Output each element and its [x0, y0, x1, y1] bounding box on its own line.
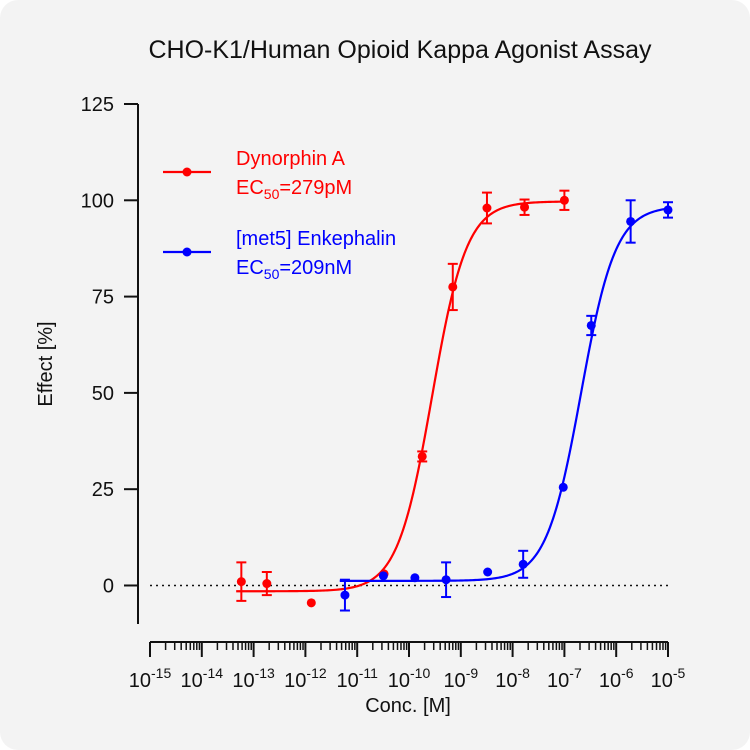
legend-marker — [182, 167, 192, 177]
data-point — [626, 216, 636, 226]
legend: Dynorphin A EC50=279pM [met5] Enkephalin EC… — [163, 148, 396, 282]
legend-marker — [182, 247, 192, 257]
x-tick-label: 10-10 — [388, 665, 431, 692]
x-tick-label: 10-12 — [284, 665, 327, 692]
data-point — [441, 575, 451, 585]
fit-curve — [339, 207, 671, 582]
y-tick-label: 50 — [92, 383, 114, 405]
y-tick-label: 25 — [92, 479, 114, 501]
x-tick-label: 10-7 — [547, 665, 582, 692]
x-tick-label: 10-14 — [181, 665, 224, 692]
plot-area — [150, 189, 673, 612]
data-point — [482, 203, 492, 213]
x-tick-label: 10-8 — [495, 665, 530, 692]
data-point — [558, 482, 568, 492]
data-point — [520, 202, 530, 212]
data-point — [340, 590, 350, 600]
legend-series-name: [met5] Enkephalin — [236, 228, 396, 250]
y-tick-label: 100 — [81, 190, 114, 212]
data-point — [378, 571, 388, 581]
data-point — [586, 320, 596, 330]
x-tick-label: 10-6 — [599, 665, 634, 692]
x-tick-label: 10-13 — [232, 665, 275, 692]
x-axis-label: Conc. [M] — [365, 695, 451, 717]
x-tick-label: 10-15 — [129, 665, 172, 692]
data-point — [518, 559, 528, 569]
fit-curve — [236, 200, 568, 593]
legend-series-name: Dynorphin A — [236, 148, 346, 170]
data-point — [448, 282, 458, 292]
x-tick-label: 10-5 — [651, 665, 686, 692]
x-tick-label: 10-11 — [336, 665, 378, 692]
x-tick-label: 10-9 — [443, 665, 478, 692]
data-point — [236, 577, 246, 587]
series-met5-enkephalin — [339, 199, 673, 612]
y-tick-label: 125 — [81, 94, 114, 116]
y-tick-label: 0 — [103, 575, 114, 597]
data-point — [417, 451, 427, 461]
data-point — [663, 205, 673, 215]
legend-ec50: EC50=279pM — [236, 177, 352, 202]
y-tick-label: 75 — [92, 287, 114, 309]
data-point — [483, 567, 493, 577]
series-dynorphin-a — [236, 189, 570, 608]
y-axis-label: Effect [%] — [35, 321, 57, 406]
axes: 0 25 50 75 100 125 10-15 10-14 10-13 10-12 10-11 10… — [81, 94, 686, 692]
data-point — [306, 598, 316, 608]
data-point — [262, 579, 272, 589]
data-point — [410, 573, 420, 583]
data-point — [559, 195, 569, 205]
legend-ec50: EC50=209nM — [236, 257, 352, 282]
chart-title: CHO-K1/Human Opioid Kappa Agonist Assay — [148, 36, 652, 64]
